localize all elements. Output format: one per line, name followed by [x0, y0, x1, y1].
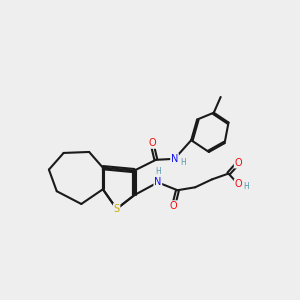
Text: O: O — [235, 179, 242, 189]
Text: H: H — [155, 167, 161, 176]
Text: O: O — [170, 201, 177, 211]
Text: H: H — [244, 182, 249, 191]
Text: N: N — [154, 177, 161, 188]
Text: O: O — [148, 138, 156, 148]
Text: N: N — [171, 154, 178, 164]
Text: H: H — [180, 158, 186, 167]
Text: S: S — [114, 204, 120, 214]
Text: O: O — [235, 158, 242, 168]
